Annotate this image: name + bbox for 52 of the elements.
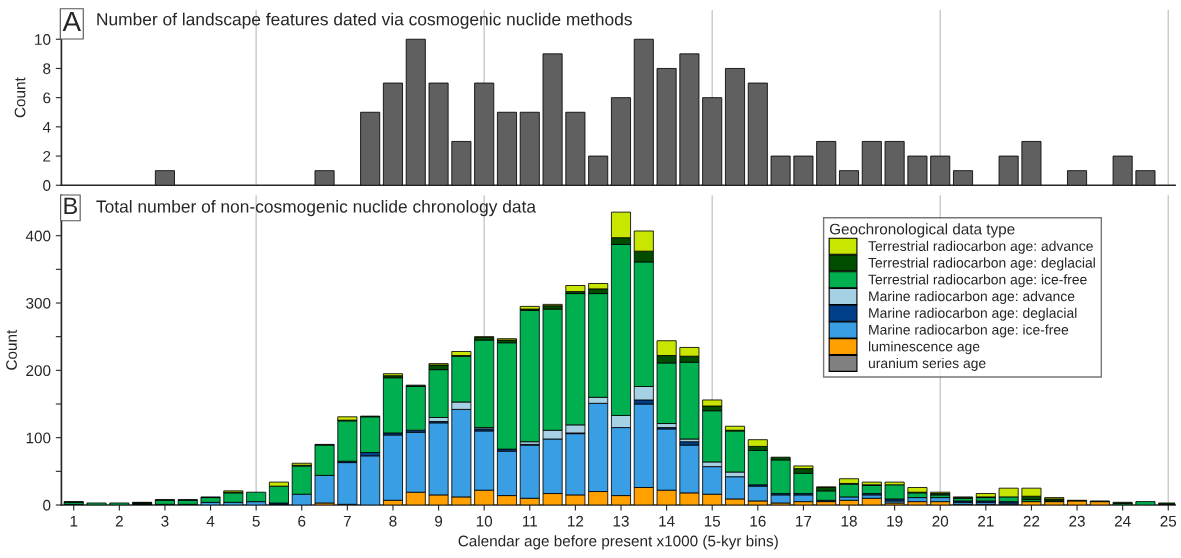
x-tick-label: 13 (613, 515, 629, 527)
y-tick-label: 6 (43, 92, 51, 104)
x-tick-label: 1 (70, 515, 78, 527)
x-tick-label: 10 (476, 515, 493, 527)
x-tick-label: 8 (389, 515, 397, 527)
x-tick-label: 6 (298, 515, 306, 527)
annotation: A (62, 11, 81, 32)
y-tick-label: 8 (43, 63, 51, 75)
x-tick-label: 12 (568, 515, 584, 527)
x-tick-label: 3 (161, 515, 169, 527)
legend-label: luminescence age (868, 341, 980, 355)
legend-label: uranium series age (868, 357, 986, 371)
x-tick-label: 21 (978, 515, 994, 527)
x-tick-label: 5 (252, 515, 260, 527)
legend-label: Terrestrial radiocarbon age: advance (868, 240, 1093, 254)
legend-label: Terrestrial radiocarbon age: ice-free (868, 274, 1087, 288)
x-tick-label: 11 (523, 515, 537, 527)
x-tick-label: 19 (887, 515, 903, 527)
legend-label: Marine radiocarbon age: deglacial (869, 307, 1077, 321)
y-tick-label: 400 (25, 230, 51, 242)
x-tick-label: 9 (435, 515, 443, 527)
x-tick-label: 22 (1023, 515, 1040, 527)
x-tick-label: 24 (1114, 515, 1131, 527)
x-tick-label: 15 (704, 515, 721, 527)
x-axis-title: Calendar age before present x1000 (5-kyr bins) (458, 535, 778, 550)
chart-title: Total number of non-cosmogenic nuclide chronology data (96, 199, 537, 217)
y-axis-title: Count (6, 329, 17, 370)
chart-title: Number of landscape features dated via cosmogenic nuclide methods (97, 12, 632, 29)
annotation: B (64, 197, 78, 214)
y-tick-label: 0 (43, 180, 51, 191)
x-tick-label: 23 (1069, 515, 1085, 527)
y-tick-label: 10 (35, 34, 51, 45)
x-tick-label: 14 (659, 515, 675, 527)
legend-title: Geochronological data type (829, 223, 1015, 238)
y-tick-label: 0 (43, 499, 51, 511)
y-tick-label: 2 (43, 150, 51, 162)
x-tick-label: 4 (206, 515, 215, 527)
legend-label: Marine radiocarbon age: ice-free (869, 324, 1069, 338)
x-tick-label: 17 (796, 515, 812, 527)
x-tick-label: 18 (841, 515, 857, 527)
x-tick-label: 7 (343, 515, 351, 527)
y-tick-label: 200 (26, 365, 51, 377)
legend-label: Marine radiocarbon age: advance (869, 291, 1075, 304)
x-tick-label: 25 (1160, 515, 1177, 527)
x-tick-label: 20 (932, 515, 949, 527)
y-axis-title: Count (14, 77, 26, 118)
x-tick-label: 2 (115, 515, 123, 527)
y-tick-label: 100 (26, 432, 51, 444)
y-tick-label: 300 (26, 297, 51, 309)
legend-label: Terrestrial radiocarbon age: deglacial (868, 257, 1095, 271)
y-tick-label: 4 (42, 121, 51, 133)
x-tick-label: 16 (750, 515, 766, 527)
